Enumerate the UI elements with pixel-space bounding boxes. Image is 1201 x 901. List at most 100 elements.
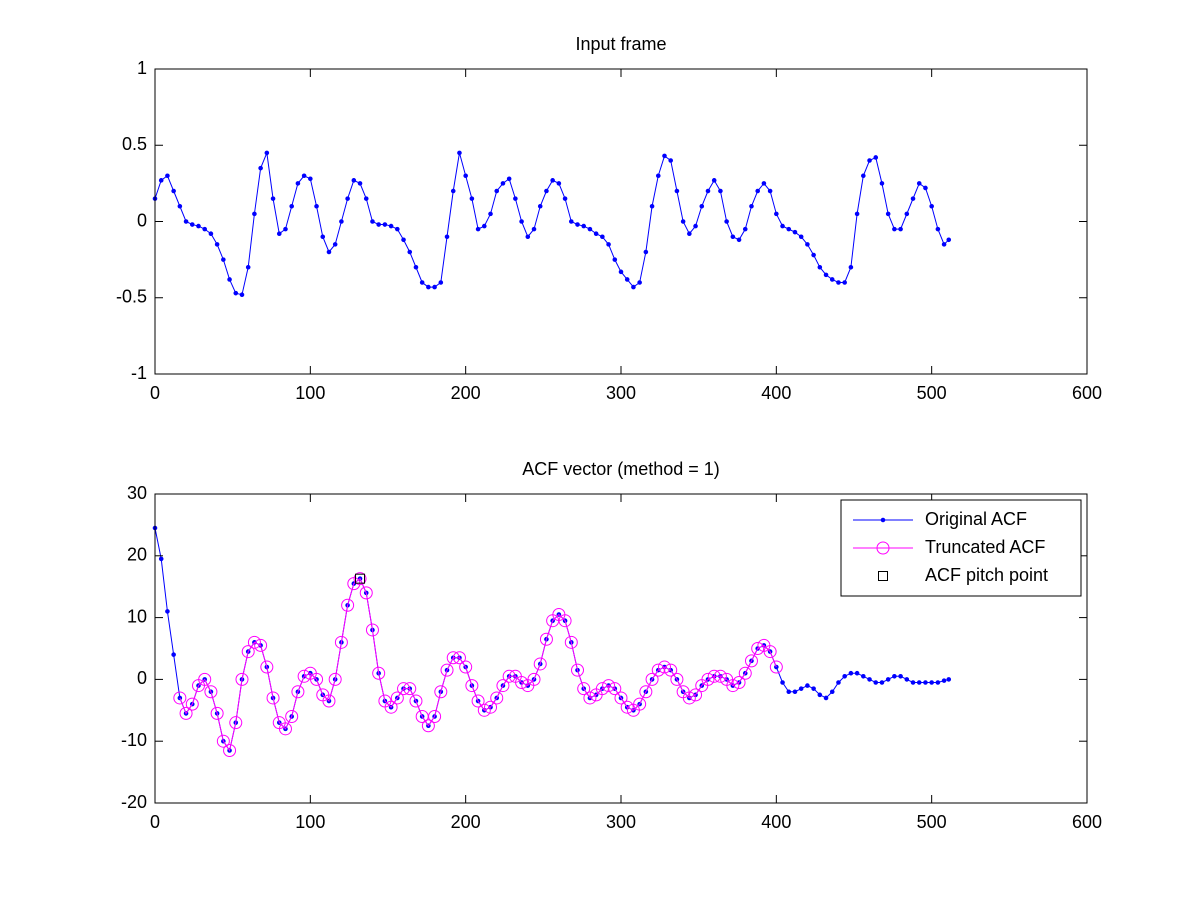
- data-point: [682, 691, 696, 705]
- data-point: [861, 173, 866, 179]
- data-point: [600, 234, 605, 240]
- data-point: [365, 623, 379, 637]
- data-point: [179, 706, 193, 720]
- data-point: [241, 645, 255, 659]
- data-point: [711, 178, 717, 183]
- data-point: [620, 700, 634, 714]
- data-point: [419, 280, 425, 285]
- data-point: [892, 226, 897, 232]
- data-point: [761, 181, 767, 186]
- data-point: [513, 196, 518, 201]
- data-point: [935, 226, 941, 232]
- y-tick-label: -10: [121, 730, 147, 750]
- data-point: [221, 257, 226, 262]
- data-point: [434, 685, 448, 699]
- data-point: [459, 660, 473, 674]
- data-point: [742, 226, 748, 232]
- data-point: [519, 219, 524, 224]
- data-point: [699, 203, 705, 209]
- data-point: [885, 677, 891, 682]
- data-point: [749, 203, 754, 209]
- data-point: [320, 234, 326, 240]
- data-point: [645, 672, 659, 686]
- data-point: [185, 697, 199, 711]
- data-point: [254, 638, 268, 652]
- data-point: [674, 188, 680, 194]
- data-point: [583, 691, 597, 705]
- data-point: [469, 196, 475, 201]
- data-point: [384, 700, 398, 714]
- data-point: [836, 280, 841, 285]
- data-point: [196, 223, 201, 229]
- data-point: [264, 150, 270, 156]
- legend-marker: [876, 541, 890, 555]
- data-point: [946, 237, 952, 243]
- data-point: [531, 226, 537, 232]
- data-point: [409, 694, 423, 708]
- data-point: [823, 272, 829, 278]
- data-point: [227, 277, 232, 282]
- data-point: [223, 743, 237, 757]
- data-point: [575, 222, 580, 227]
- data-point: [204, 685, 218, 699]
- data-point: [477, 703, 491, 717]
- data-point: [345, 196, 350, 201]
- data-point: [471, 694, 485, 708]
- x-tick-label: 500: [917, 383, 947, 403]
- data-point: [898, 226, 903, 232]
- data-point: [879, 680, 885, 685]
- data-point: [506, 176, 512, 182]
- y-tick-label: 0.5: [122, 134, 147, 154]
- data-point: [463, 173, 468, 179]
- x-tick-label: 300: [606, 812, 636, 832]
- data-point: [355, 573, 366, 584]
- data-point: [842, 280, 847, 285]
- y-tick-label: -1: [131, 363, 147, 383]
- data-point: [488, 211, 493, 217]
- data-point: [314, 203, 319, 209]
- data-point: [270, 196, 276, 201]
- chart-title: ACF vector (method = 1): [522, 459, 720, 479]
- data-point: [539, 632, 553, 646]
- data-point: [328, 672, 342, 686]
- data-point: [798, 686, 804, 691]
- data-point: [440, 663, 454, 677]
- data-point: [941, 242, 947, 247]
- data-point: [923, 185, 928, 191]
- data-point: [568, 219, 574, 224]
- data-point: [854, 211, 860, 217]
- data-point: [946, 677, 952, 682]
- y-tick-label: -20: [121, 792, 147, 812]
- data-point: [637, 280, 642, 285]
- data-point: [873, 155, 879, 160]
- data-point: [291, 685, 305, 699]
- data-point: [158, 178, 164, 183]
- data-point: [525, 234, 531, 240]
- data-point: [428, 709, 442, 723]
- data-point: [341, 598, 355, 612]
- data-point: [235, 672, 249, 686]
- data-point: [289, 203, 294, 209]
- data-point: [689, 688, 703, 702]
- data-point: [662, 153, 667, 159]
- data-point: [258, 165, 263, 171]
- data-point: [537, 203, 543, 209]
- data-point: [339, 219, 344, 224]
- x-tick-label: 200: [451, 812, 481, 832]
- data-point: [614, 691, 628, 705]
- data-point: [805, 683, 810, 688]
- data-point: [444, 234, 450, 240]
- data-point: [780, 680, 785, 685]
- data-point: [158, 556, 164, 562]
- data-point: [334, 635, 348, 649]
- data-point: [370, 219, 375, 224]
- data-point: [171, 652, 176, 657]
- data-point: [245, 264, 251, 270]
- data-point: [817, 264, 823, 270]
- data-point: [707, 669, 721, 683]
- data-point: [189, 222, 195, 227]
- data-point: [202, 226, 208, 232]
- data-point: [780, 223, 785, 229]
- y-tick-label: 10: [127, 606, 147, 626]
- data-point: [655, 173, 661, 179]
